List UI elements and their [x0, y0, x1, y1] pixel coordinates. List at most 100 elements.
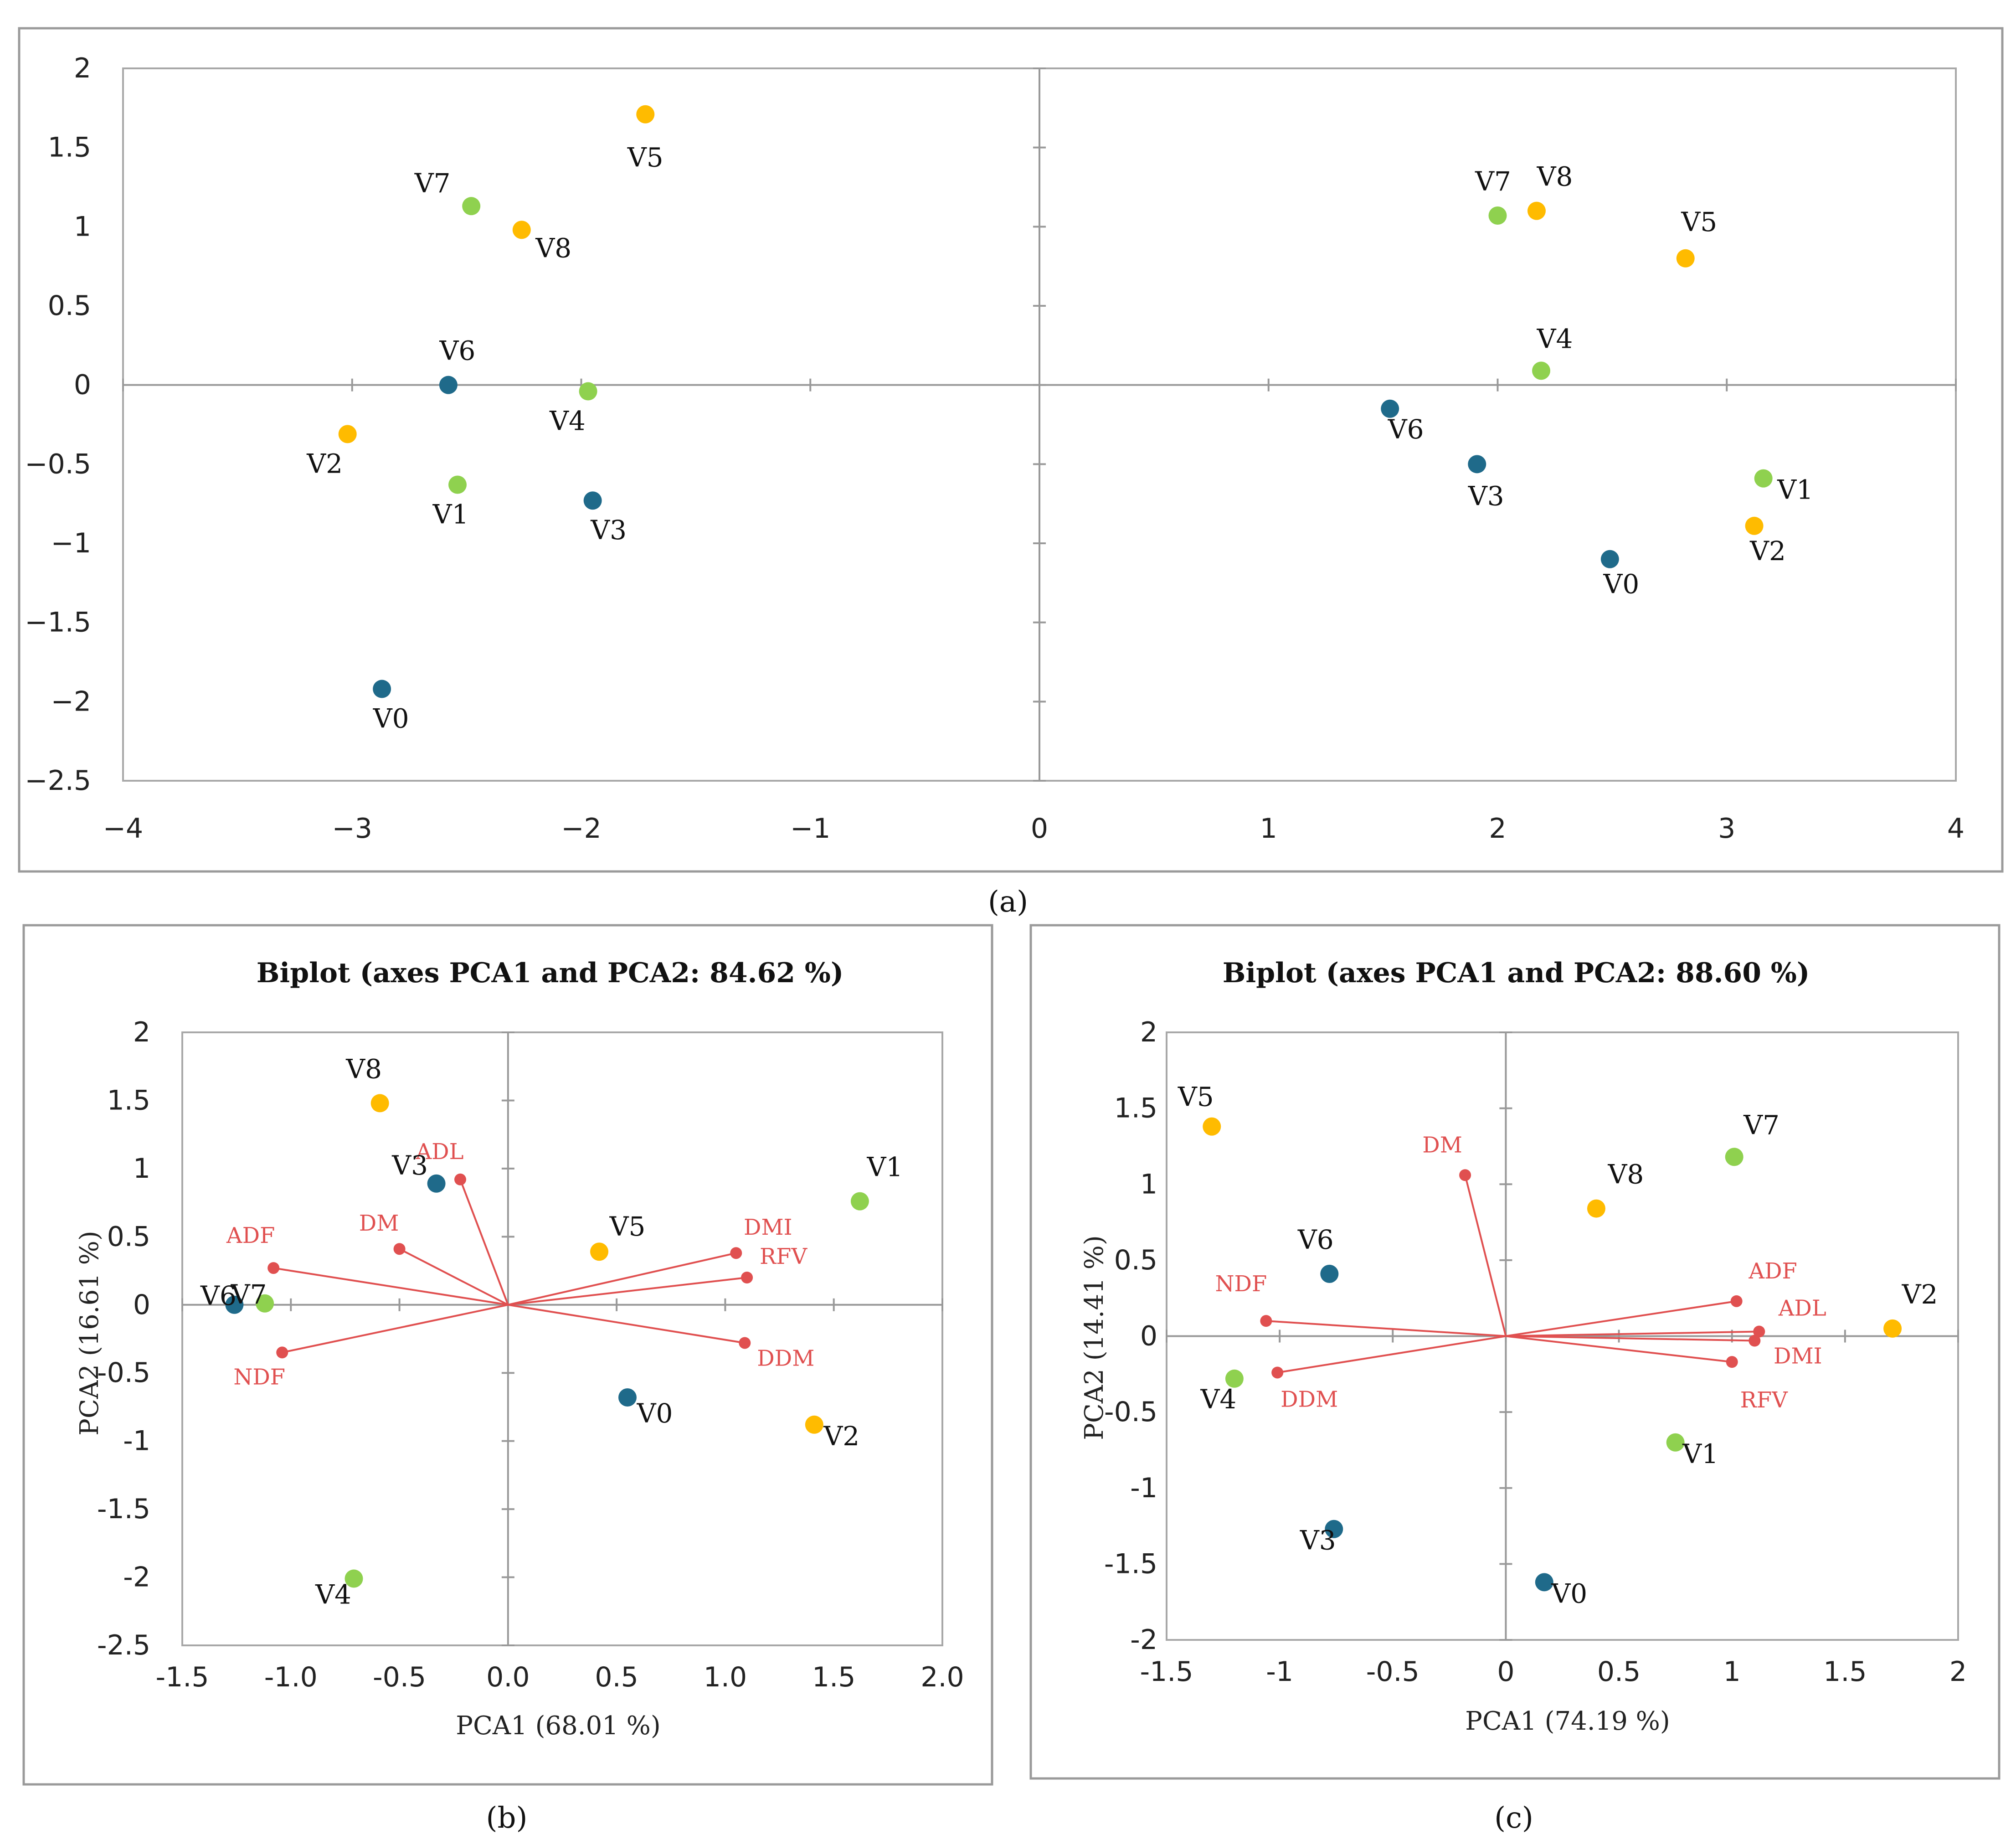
data-point-label-v3: V3 — [391, 1150, 428, 1181]
chart-b-ylabel: PCA2 (16.61 %) — [75, 1231, 104, 1435]
chart-a-y-tick-label: 0.5 — [48, 290, 91, 322]
chart-b-y-tick-label: 0.5 — [107, 1221, 150, 1252]
data-point-label-v7: V7 — [231, 1279, 267, 1310]
data-point-v8 — [1587, 1199, 1605, 1218]
panel-b-frame — [22, 924, 993, 1786]
data-point-label-v8: V8 — [535, 232, 571, 263]
data-point-label-v0: V0 — [637, 1398, 673, 1429]
chart-c-y-tick-label: -2 — [1130, 1624, 1157, 1656]
vector-tip-adl — [454, 1173, 467, 1185]
data-point-label-v5: V5 — [1681, 206, 1717, 237]
data-point-v1 — [448, 475, 467, 494]
chart-b-y-tick-label: 1 — [133, 1153, 150, 1185]
vector-label-dmi: DMI — [744, 1215, 792, 1240]
chart-c-x-tick-label: 1 — [1723, 1656, 1741, 1688]
data-point-label-v0: V0 — [1603, 569, 1639, 600]
data-point-v4 — [1532, 361, 1551, 380]
chart-c-x-tick-label: 0.5 — [1597, 1656, 1641, 1688]
vector-line-rfv — [1506, 1335, 1732, 1363]
chart-c-y-tick-label: 1 — [1140, 1168, 1157, 1200]
chart-c-ylabel: PCA2 (14.41 %) — [1080, 1235, 1109, 1440]
chart-b-x-tick-label: 1.5 — [812, 1661, 855, 1693]
chart-a-x-tick-label: −3 — [332, 813, 372, 845]
data-point-label-v0: V0 — [373, 703, 409, 734]
data-point-v5 — [636, 105, 655, 124]
data-point-label-v5: V5 — [609, 1211, 646, 1242]
data-point-label-v2: V2 — [306, 448, 343, 479]
chart-a-x-tick-label: −1 — [790, 813, 830, 845]
data-point-v4 — [579, 382, 597, 401]
chart-a-x-tick-label: −4 — [103, 813, 143, 845]
vector-tip-dm — [393, 1243, 406, 1255]
vector-line-dmi — [508, 1252, 736, 1306]
vector-label-adl: ADL — [415, 1139, 463, 1165]
panel-c-caption: (c) — [1494, 1801, 1533, 1835]
vector-line-adf — [1506, 1300, 1737, 1337]
data-point-v0 — [1535, 1573, 1553, 1592]
data-point-label-v4: V4 — [549, 406, 586, 437]
data-point-label-v5: V5 — [627, 142, 663, 173]
data-point-v6 — [225, 1295, 244, 1314]
vector-label-adl: ADL — [1778, 1296, 1826, 1321]
vector-tip-dm — [1459, 1169, 1471, 1181]
vector-line-ddm — [1277, 1335, 1506, 1374]
chart-c-y-tick-label: -0.5 — [1104, 1396, 1157, 1428]
data-point-v3 — [1325, 1520, 1343, 1538]
chart-b-y-tick-label: 2 — [133, 1016, 150, 1048]
data-point-v1 — [1754, 469, 1773, 488]
data-point-label-v8: V8 — [1608, 1159, 1644, 1190]
chart-b-y-tick-label: 0 — [133, 1289, 150, 1321]
data-point-label-v4: V4 — [1537, 323, 1573, 354]
vector-label-rfv: RFV — [760, 1244, 807, 1269]
data-point-v2 — [805, 1415, 823, 1434]
chart-c-x-tick-label: 1.5 — [1823, 1656, 1867, 1688]
chart-a-y-tick-label: −2.5 — [25, 765, 91, 797]
chart-c-x-tick-label: -0.5 — [1366, 1656, 1419, 1688]
data-point-label-v0: V0 — [1551, 1578, 1587, 1609]
data-point-label-v2: V2 — [1902, 1279, 1938, 1310]
data-point-label-v4: V4 — [315, 1579, 351, 1610]
chart-b-x-tick-label: -1.5 — [155, 1661, 209, 1693]
data-point-label-v2: V2 — [823, 1421, 859, 1452]
chart-a-x-tick-label: −2 — [561, 813, 601, 845]
data-point-v5 — [1203, 1117, 1221, 1136]
chart-a-y-tick-label: −1.5 — [25, 607, 91, 639]
data-point-v3 — [583, 491, 602, 510]
data-point-v1 — [850, 1192, 869, 1211]
vector-label-rfv: RFV — [1740, 1387, 1788, 1413]
data-point-label-v1: V1 — [1777, 474, 1813, 505]
vector-label-dm: DM — [1422, 1132, 1462, 1158]
panel-a-caption: (a) — [988, 885, 1028, 919]
data-point-v2 — [1745, 516, 1764, 535]
chart-c-x-tick-label: 0 — [1497, 1656, 1514, 1688]
chart-a-y-tick-label: −0.5 — [25, 448, 91, 480]
vector-tip-ndf — [276, 1346, 288, 1359]
chart-c-x-tick-label: 2 — [1949, 1656, 1967, 1688]
chart-b-x-tick-label: 0.0 — [486, 1661, 530, 1693]
data-point-label-v6: V6 — [1297, 1224, 1334, 1255]
panel-b-caption: (b) — [486, 1801, 528, 1835]
vector-line-dm — [1464, 1175, 1507, 1336]
chart-a-y-tick-label: 1 — [74, 211, 91, 242]
vector-label-ddm: DDM — [1281, 1386, 1338, 1412]
chart-b-plot-frame — [181, 1031, 943, 1646]
vector-tip-dmi — [730, 1247, 742, 1259]
vector-label-ndf: NDF — [1215, 1271, 1267, 1297]
data-point-label-v1: V1 — [432, 499, 469, 530]
chart-b-title: Biplot (axes PCA1 and PCA2: 84.62 %) — [257, 957, 844, 989]
data-point-v5 — [1676, 249, 1695, 268]
chart-b-x-tick-label: 1.0 — [704, 1661, 747, 1693]
data-point-v4 — [1225, 1369, 1244, 1388]
chart-b-xlabel: PCA1 (68.01 %) — [456, 1711, 660, 1741]
chart-c-x-tick-label: -1.5 — [1140, 1656, 1193, 1688]
vector-tip-rfv — [1726, 1356, 1738, 1368]
chart-a-y-tick-label: 1.5 — [48, 132, 91, 164]
chart-b-x-tick-label: 0.5 — [595, 1661, 638, 1693]
chart-a-x-tick-label: 2 — [1489, 813, 1506, 845]
data-point-label-v8: V8 — [1537, 161, 1573, 192]
chart-a-x-tick-label: 0 — [1031, 813, 1048, 845]
data-point-v7 — [462, 197, 481, 216]
chart-a-y-tick-label: 0 — [74, 369, 91, 401]
chart-b-x-tick-label: 2.0 — [921, 1661, 964, 1693]
